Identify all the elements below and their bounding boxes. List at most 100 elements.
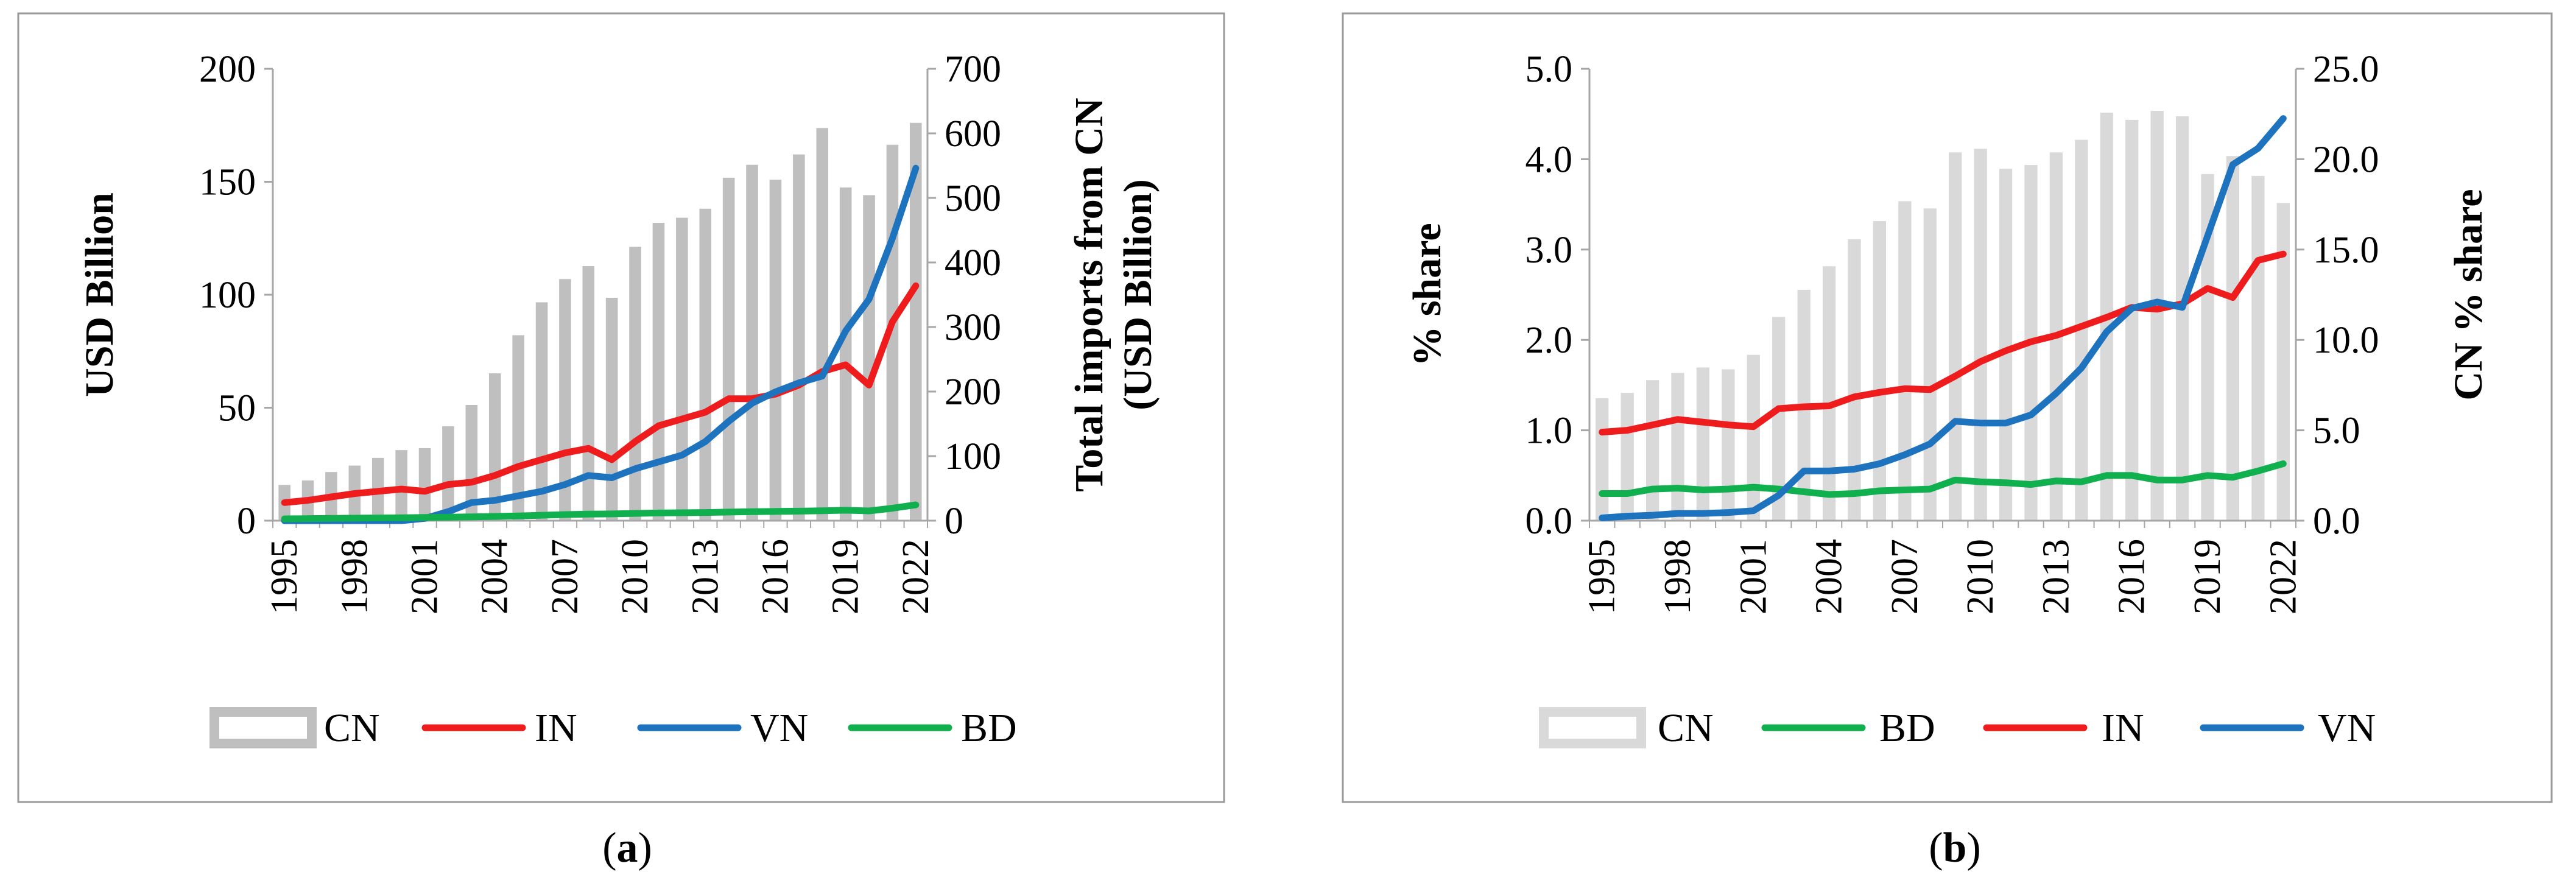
bar-cn-2000 <box>1720 368 1736 521</box>
right-tick-label: 20.0 <box>2313 139 2379 180</box>
bar-cn-2009 <box>605 297 619 521</box>
bar-cn-1995 <box>1594 397 1610 521</box>
left-tick-label: 0.0 <box>1526 501 1573 542</box>
bar-cn-2000 <box>394 449 409 521</box>
right-tick-label: 0.0 <box>2313 501 2360 542</box>
y-axis-title: USD Billion <box>77 192 122 397</box>
bar-cn-2017 <box>792 153 806 521</box>
x-tick-label: 2007 <box>1884 539 1926 614</box>
bar-cn-2020 <box>862 194 876 521</box>
right-tick-label: 500 <box>945 178 1001 219</box>
bar-cn-2011 <box>1998 167 2013 521</box>
right-tick-label: 200 <box>945 371 1001 413</box>
x-tick-label: 2019 <box>825 539 867 614</box>
bar-cn-2017 <box>2150 110 2165 521</box>
bar-cn-2007 <box>1897 200 1913 521</box>
bar-cn-2016 <box>769 178 783 521</box>
right-tick-label: 15.0 <box>2313 230 2379 271</box>
bar-cn-2010 <box>628 245 642 521</box>
left-tick-label: 3.0 <box>1526 230 1573 271</box>
x-tick-label: 2016 <box>2111 539 2153 614</box>
x-tick-label: 2013 <box>684 539 726 614</box>
left-tick-label: 50 <box>218 388 256 429</box>
x-tick-label: 2010 <box>1960 539 2001 614</box>
x-tick-label: 1998 <box>1657 539 1698 614</box>
x-tick-label: 2010 <box>614 539 656 614</box>
bar-cn-1997 <box>1645 379 1660 521</box>
x-tick-label: 2022 <box>895 539 937 614</box>
legend-label-vn: VN <box>750 706 808 750</box>
caption-b: (b) <box>1929 825 1981 871</box>
bar-cn-2008 <box>581 265 596 521</box>
y2-axis-title: (USD Billion) <box>1116 179 1160 410</box>
legend-label-in: IN <box>2102 706 2144 750</box>
x-tick-label: 2001 <box>1733 539 1774 614</box>
bar-cn-1996 <box>1620 392 1635 521</box>
left-tick-label: 2.0 <box>1526 320 1573 361</box>
legend-swatch-cn <box>1539 707 1646 748</box>
bar-cn-2010 <box>1973 147 1988 521</box>
y-axis-title: % share <box>1405 223 1449 366</box>
bar-cn-2019 <box>839 186 853 521</box>
bar-cn-2012 <box>675 217 689 521</box>
bar-cn-2016 <box>2124 119 2139 521</box>
caption-a: (a) <box>602 825 652 871</box>
chart-b-frame <box>1342 12 2553 803</box>
x-tick-label: 2004 <box>1809 539 1850 614</box>
x-tick-label: 2019 <box>2187 539 2228 614</box>
right-tick-label: 400 <box>945 242 1001 284</box>
x-tick-label: 2022 <box>2262 539 2304 614</box>
left-tick-label: 1.0 <box>1526 410 1573 452</box>
bar-cn-2013 <box>698 208 713 521</box>
x-tick-label: 2007 <box>544 539 586 614</box>
bar-cn-2009 <box>1948 151 1963 521</box>
legend-label-vn: VN <box>2318 706 2376 750</box>
bar-cn-2015 <box>745 164 759 521</box>
legend-label-cn: CN <box>1658 706 1714 750</box>
right-tick-label: 300 <box>945 307 1001 348</box>
bar-cn-2014 <box>722 177 736 521</box>
bar-cn-2005 <box>1846 238 1862 521</box>
chart-a: 0 50 100 150 200 0 100 200 300 400 500 600 700 1995 19… <box>77 49 1160 750</box>
legend-swatch-cn <box>209 707 317 748</box>
left-tick-label: 0 <box>237 501 256 542</box>
bar-cn-2022 <box>2276 202 2291 521</box>
bar-cn-1998 <box>1670 371 1686 521</box>
legend-label-cn: CN <box>324 706 380 750</box>
line-bd <box>281 501 920 522</box>
left-tick-label: 150 <box>199 162 256 203</box>
x-tick-label: 2001 <box>404 539 446 614</box>
bar-cn-2006 <box>1872 220 1887 521</box>
left-tick-label: 5.0 <box>1526 49 1573 90</box>
bar-cn-2018 <box>2175 115 2190 521</box>
y2-axis-title: CN % share <box>2446 189 2491 400</box>
bar-cn-2018 <box>815 127 829 521</box>
legend-label-bd: BD <box>961 706 1017 750</box>
bar-cn-2004 <box>1821 265 1837 521</box>
left-tick-label: 100 <box>199 275 256 316</box>
line-vn <box>1599 115 2287 521</box>
right-tick-label: 10.0 <box>2313 320 2379 361</box>
right-tick-label: 700 <box>945 49 1001 90</box>
chart-a-frame <box>17 12 1225 803</box>
legend-label-in: IN <box>535 706 577 750</box>
left-tick-label: 4.0 <box>1526 139 1573 180</box>
legend-label-bd: BD <box>1879 706 1935 750</box>
right-tick-label: 25.0 <box>2313 49 2379 90</box>
bar-cn-2011 <box>652 222 666 521</box>
x-tick-label: 2004 <box>474 539 516 614</box>
bar-cn-2001 <box>418 447 432 521</box>
right-tick-label: 600 <box>945 113 1001 155</box>
bar-cn-1999 <box>1695 366 1711 521</box>
x-tick-label: 2016 <box>755 539 796 614</box>
x-tick-label: 1995 <box>1582 539 1623 614</box>
right-tick-label: 5.0 <box>2313 410 2360 452</box>
right-tick-label: 0 <box>945 501 963 542</box>
bar-cn-2001 <box>1746 354 1761 521</box>
x-tick-label: 1998 <box>334 539 375 614</box>
chart-b: 0.0 1.0 2.0 3.0 4.0 5.0 0.0 5.0 10.0 15.0 20.0 25.0… <box>1405 49 2491 750</box>
y2-axis-title: Total imports from CN <box>1067 97 1111 491</box>
x-tick-label: 2013 <box>2035 539 2077 614</box>
caption-a-letter: a <box>617 825 638 871</box>
